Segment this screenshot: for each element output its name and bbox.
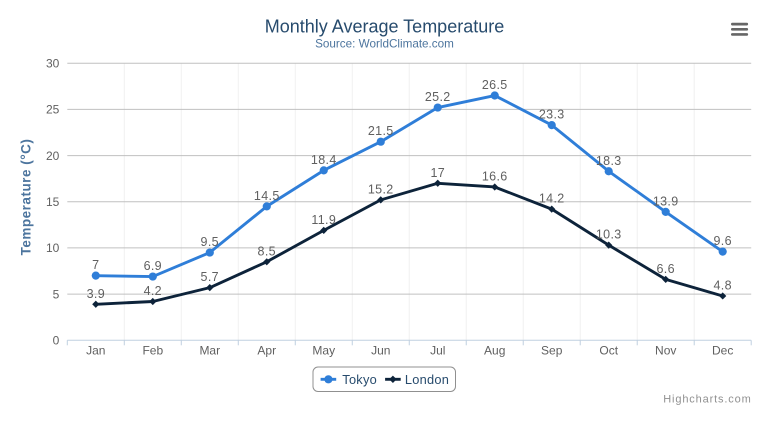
svg-text:Monthly Average Temperature: Monthly Average Temperature (265, 17, 504, 37)
svg-text:7: 7 (92, 258, 99, 272)
svg-text:Dec: Dec (712, 343, 733, 357)
svg-text:14.2: 14.2 (539, 192, 565, 206)
svg-text:11.9: 11.9 (311, 213, 336, 227)
svg-text:25.2: 25.2 (425, 90, 451, 104)
svg-text:5.7: 5.7 (201, 270, 219, 284)
svg-text:London: London (405, 372, 449, 387)
svg-text:15: 15 (46, 195, 60, 209)
svg-text:Oct: Oct (599, 343, 618, 357)
svg-text:26.5: 26.5 (482, 78, 508, 92)
svg-text:10: 10 (46, 241, 60, 255)
svg-text:13.9: 13.9 (653, 194, 679, 208)
svg-text:Jan: Jan (86, 343, 105, 357)
svg-text:5: 5 (53, 287, 60, 301)
svg-text:May: May (312, 343, 335, 357)
svg-text:10.3: 10.3 (596, 228, 622, 242)
svg-text:14.5: 14.5 (254, 189, 280, 203)
svg-text:Jul: Jul (430, 343, 445, 357)
svg-text:20: 20 (46, 149, 60, 163)
svg-text:9.6: 9.6 (713, 234, 731, 248)
svg-text:Jun: Jun (371, 343, 390, 357)
svg-text:Aug: Aug (484, 343, 505, 357)
svg-text:6.6: 6.6 (656, 262, 674, 276)
svg-text:3.9: 3.9 (87, 287, 105, 301)
svg-text:0: 0 (53, 334, 60, 348)
svg-text:Source: WorldClimate.com: Source: WorldClimate.com (315, 38, 454, 51)
svg-text:Apr: Apr (257, 343, 276, 357)
svg-text:Feb: Feb (142, 343, 163, 357)
svg-text:4.2: 4.2 (144, 284, 162, 298)
svg-text:9.5: 9.5 (201, 235, 219, 249)
svg-text:18.3: 18.3 (596, 154, 622, 168)
svg-text:17: 17 (430, 166, 445, 180)
svg-text:Highcharts.com: Highcharts.com (663, 393, 751, 405)
svg-text:16.6: 16.6 (482, 169, 508, 183)
svg-text:Mar: Mar (199, 343, 220, 357)
svg-text:Tokyo: Tokyo (342, 372, 377, 387)
svg-text:18.4: 18.4 (311, 153, 337, 167)
svg-text:4.8: 4.8 (713, 278, 731, 292)
svg-text:Sep: Sep (541, 343, 563, 357)
svg-text:25: 25 (46, 103, 60, 117)
svg-text:Temperature (°C): Temperature (°C) (19, 139, 34, 256)
svg-text:21.5: 21.5 (368, 124, 394, 138)
svg-text:Nov: Nov (655, 343, 676, 357)
svg-text:6.9: 6.9 (144, 259, 162, 273)
svg-text:23.3: 23.3 (539, 108, 565, 122)
svg-text:30: 30 (46, 57, 60, 71)
svg-text:8.5: 8.5 (258, 244, 276, 258)
svg-text:15.2: 15.2 (368, 182, 394, 196)
